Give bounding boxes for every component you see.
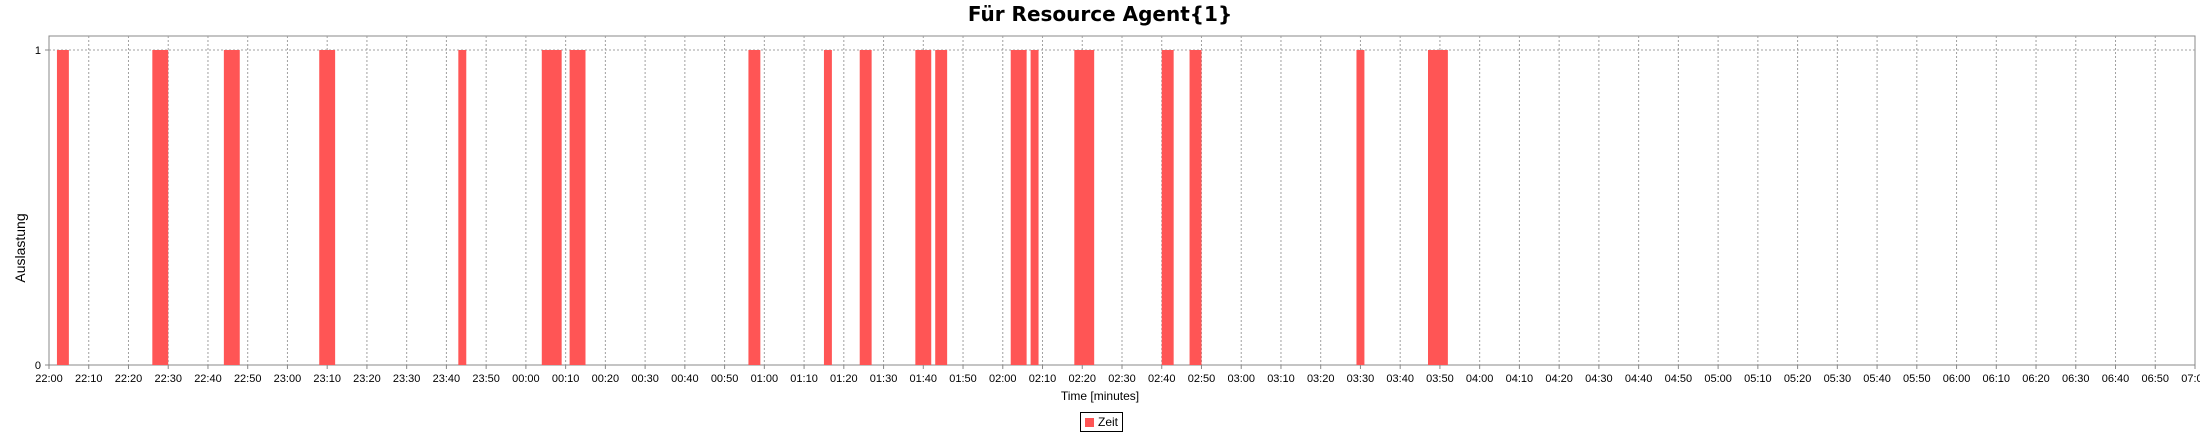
x-tick-label: 01:00 (751, 373, 779, 385)
bar (1161, 50, 1174, 365)
x-tick-label: 04:10 (1506, 373, 1534, 385)
bar (541, 50, 562, 365)
y-tick-label: 1 (35, 45, 41, 57)
bar (56, 50, 69, 365)
x-tick-label: 06:30 (2062, 373, 2090, 385)
x-tick-label: 03:40 (1386, 373, 1414, 385)
x-tick-label: 22:20 (115, 373, 143, 385)
x-tick-label: 22:00 (35, 373, 63, 385)
bar (1030, 50, 1039, 365)
bar (935, 50, 948, 365)
x-tick-label: 01:40 (910, 373, 938, 385)
bar (915, 50, 932, 365)
x-tick-label: 06:00 (1943, 373, 1971, 385)
x-tick-label: 04:20 (1545, 373, 1573, 385)
bar (1074, 50, 1095, 365)
x-tick-label: 22:30 (154, 373, 182, 385)
x-tick-label: 06:10 (1983, 373, 2011, 385)
y-tick-label: 0 (35, 360, 41, 372)
x-tick-label: 00:00 (512, 373, 540, 385)
x-axis-label: Time [minutes] (1060, 389, 1140, 403)
y-axis-label: Auslastung (8, 213, 32, 282)
bar (823, 50, 832, 365)
x-tick-label: 02:30 (1108, 373, 1136, 385)
x-tick-label: 01:50 (949, 373, 977, 385)
x-tick-label: 04:50 (1665, 373, 1693, 385)
legend-label: Zeit (1098, 415, 1119, 429)
x-tick-label: 22:40 (194, 373, 222, 385)
bar (1189, 50, 1202, 365)
x-tick-label: 00:10 (552, 373, 580, 385)
x-tick-label: 02:10 (1029, 373, 1057, 385)
x-tick-label: 01:20 (830, 373, 858, 385)
x-tick-label: 03:10 (1267, 373, 1295, 385)
bar (748, 50, 761, 365)
x-tick-label: 06:40 (2102, 373, 2130, 385)
x-tick-label: 02:40 (1148, 373, 1176, 385)
x-tick-label: 05:40 (1863, 373, 1891, 385)
legend: Zeit (1080, 412, 1124, 432)
bar (1428, 50, 1448, 365)
bar (859, 50, 872, 365)
x-tick-label: 23:20 (353, 373, 381, 385)
x-tick-label: 06:50 (2141, 373, 2169, 385)
x-tick-label: 05:20 (1784, 373, 1812, 385)
x-tick-label: 23:30 (393, 373, 421, 385)
x-tick-label: 03:00 (1227, 373, 1255, 385)
x-tick-label: 00:50 (711, 373, 739, 385)
bar (319, 50, 336, 365)
x-tick-label: 06:20 (2022, 373, 2050, 385)
x-tick-label: 22:10 (75, 373, 103, 385)
chart-title: Für Resource Agent{1} (967, 2, 1233, 26)
x-tick-label: 04:40 (1625, 373, 1653, 385)
x-tick-label: 05:00 (1704, 373, 1732, 385)
x-tick-label: 02:00 (989, 373, 1017, 385)
grid-lines (49, 36, 2195, 365)
x-tick-label: 03:30 (1347, 373, 1375, 385)
x-tick-label: 04:30 (1585, 373, 1613, 385)
bar (458, 50, 467, 365)
y-axis-label-text: Auslastung (12, 213, 28, 283)
bar (223, 50, 240, 365)
x-tick-label: 05:30 (1824, 373, 1852, 385)
x-tick-label: 00:30 (631, 373, 659, 385)
legend-swatch (1085, 417, 1094, 427)
bar (1010, 50, 1027, 365)
x-tick-label: 02:50 (1188, 373, 1216, 385)
x-tick-label: 23:50 (472, 373, 500, 385)
x-tick-label: 02:20 (1068, 373, 1096, 385)
x-tick-label: 05:50 (1903, 373, 1931, 385)
x-tick-label: 00:20 (592, 373, 620, 385)
bar (1356, 50, 1365, 365)
x-tick-label: 23:40 (433, 373, 461, 385)
bars (56, 50, 1448, 365)
x-tick-label: 04:00 (1466, 373, 1494, 385)
x-tick-label: 22:50 (234, 373, 262, 385)
x-tick-label: 05:10 (1744, 373, 1772, 385)
x-tick-label: 23:10 (313, 373, 341, 385)
x-tick-label: 01:30 (870, 373, 898, 385)
x-tick-label: 03:50 (1426, 373, 1454, 385)
x-tick-label: 07:00 (2181, 373, 2200, 385)
bar (152, 50, 169, 365)
x-tick-label: 01:10 (790, 373, 818, 385)
x-tick-label: 03:20 (1307, 373, 1335, 385)
bar (569, 50, 586, 365)
x-tick-label: 23:00 (274, 373, 302, 385)
axes: 22:00 22:10 22:20 22:30 22:40 22:50 23:00 23:10… (35, 45, 2200, 385)
x-tick-label: 00:40 (671, 373, 699, 385)
